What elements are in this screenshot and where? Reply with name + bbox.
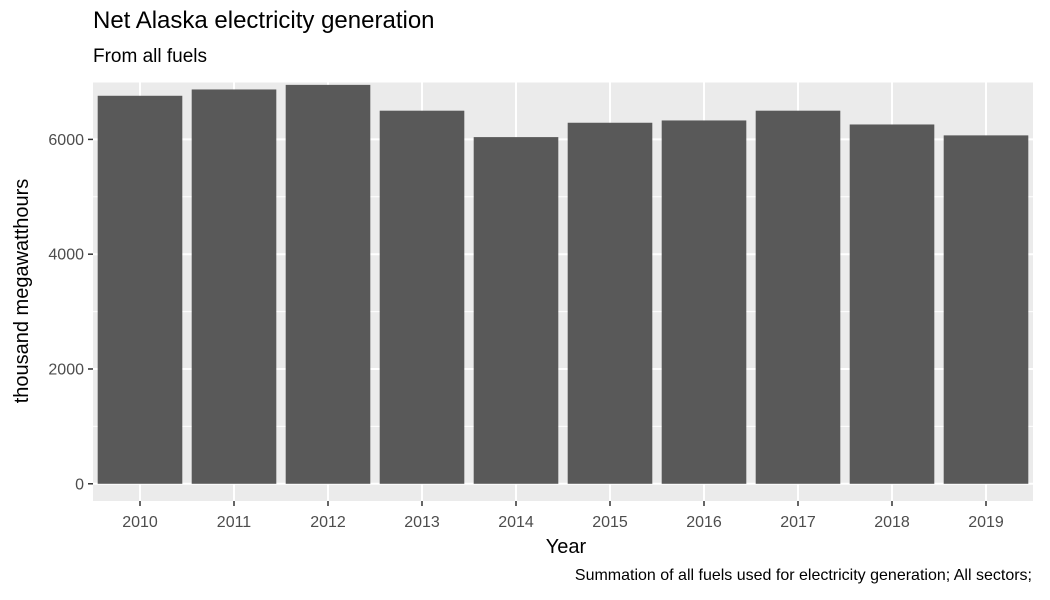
x-tick-label: 2015 [592,514,628,531]
x-tick-label: 2016 [686,514,722,531]
bar-2019 [943,135,1029,484]
x-tick-label: 2010 [122,514,158,531]
y-axis: 0 2000 4000 6000 [48,132,93,493]
x-tick-label: 2012 [310,514,346,531]
x-tick-label: 2017 [780,514,816,531]
x-tick-label: 2013 [404,514,440,531]
x-tick-label: 2014 [498,514,534,531]
chart-subtitle: From all fuels [93,46,208,67]
bar-2011 [191,89,277,484]
bar-2012 [285,84,371,484]
chart-title: Net Alaska electricity generation [93,7,435,34]
x-axis: 2010 2011 2012 2013 2014 2015 2016 2017 2018 2019 [122,501,1004,531]
y-tick-label: 4000 [48,247,84,264]
bar-2017 [755,110,841,484]
x-axis-title: Year [546,536,587,558]
x-tick-label: 2011 [217,514,252,531]
bar-2014 [473,137,559,484]
bar-2018 [849,124,935,484]
bar-2015 [567,122,653,484]
bar-2016 [661,120,747,484]
y-tick-label: 2000 [48,361,84,378]
x-tick-label: 2018 [874,514,910,531]
bar-2010 [97,95,183,484]
y-axis-title: thousand megawatthours [11,179,33,404]
bar-2013 [379,110,465,484]
chart-caption: Summation of all fuels used for electric… [574,567,1032,584]
y-tick-label: 0 [75,476,84,493]
x-tick-label: 2019 [968,514,1004,531]
y-tick-label: 6000 [48,132,84,149]
bars [97,84,1029,484]
